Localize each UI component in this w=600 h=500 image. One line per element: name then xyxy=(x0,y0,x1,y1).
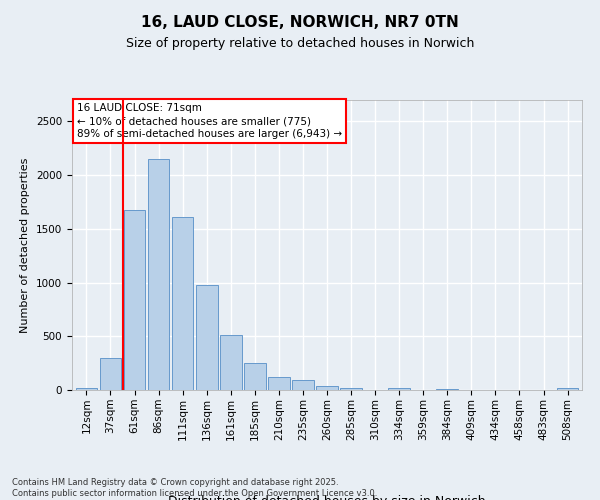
Bar xyxy=(76,388,97,390)
Bar xyxy=(100,358,121,390)
Bar xyxy=(340,388,362,390)
X-axis label: Distribution of detached houses by size in Norwich: Distribution of detached houses by size … xyxy=(168,496,486,500)
Bar xyxy=(316,386,338,390)
Bar xyxy=(557,388,578,390)
Bar xyxy=(196,286,218,390)
Text: 16, LAUD CLOSE, NORWICH, NR7 0TN: 16, LAUD CLOSE, NORWICH, NR7 0TN xyxy=(141,15,459,30)
Text: 16 LAUD CLOSE: 71sqm
← 10% of detached houses are smaller (775)
89% of semi-deta: 16 LAUD CLOSE: 71sqm ← 10% of detached h… xyxy=(77,103,342,140)
Text: Contains HM Land Registry data © Crown copyright and database right 2025.
Contai: Contains HM Land Registry data © Crown c… xyxy=(12,478,377,498)
Bar xyxy=(292,380,314,390)
Bar xyxy=(436,389,458,390)
Bar xyxy=(268,377,290,390)
Bar xyxy=(220,335,242,390)
Bar xyxy=(172,217,193,390)
Bar xyxy=(124,210,145,390)
Bar xyxy=(388,388,410,390)
Text: Size of property relative to detached houses in Norwich: Size of property relative to detached ho… xyxy=(126,38,474,51)
Bar xyxy=(148,159,169,390)
Bar xyxy=(244,364,266,390)
Y-axis label: Number of detached properties: Number of detached properties xyxy=(20,158,31,332)
